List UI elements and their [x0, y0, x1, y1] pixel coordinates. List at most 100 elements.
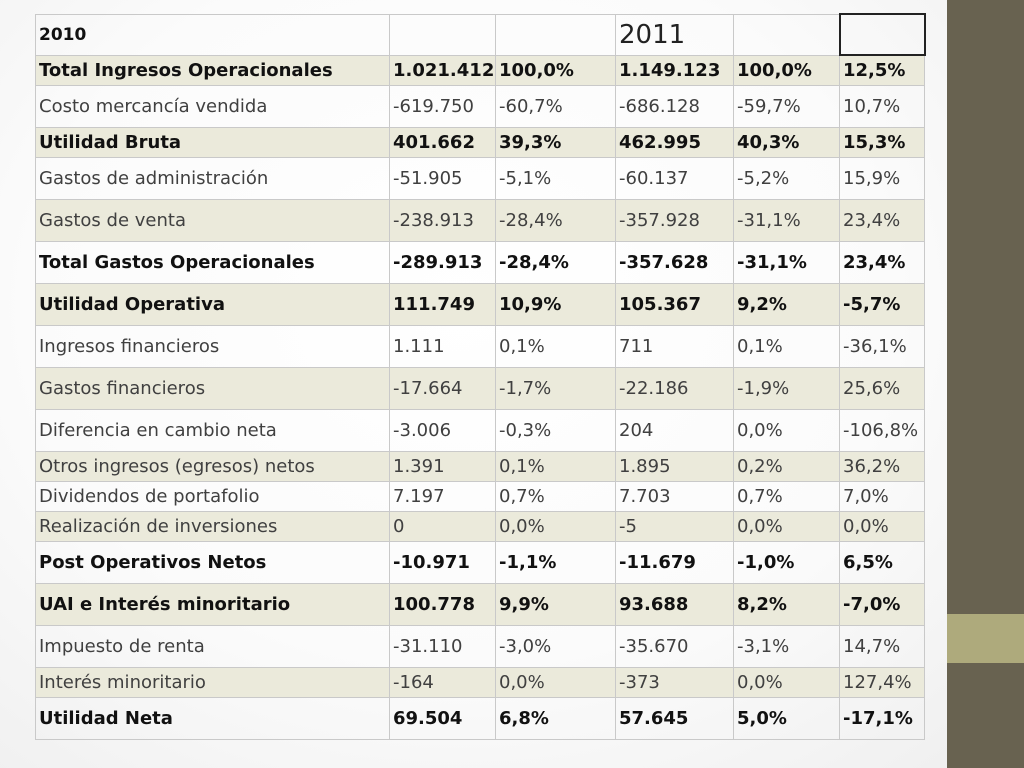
row-label: Utilidad Neta	[35, 696, 390, 740]
value-2011: 1.895	[615, 450, 734, 482]
value-2010: 1.391	[389, 450, 496, 482]
table-row: Utilidad Neta 69.504 6,8% 57.645 5,0% -17,1%	[35, 696, 925, 740]
value-2011: -357.628	[615, 240, 734, 284]
percent-2011: -59,7%	[733, 84, 840, 128]
table-row: Interés minoritario -164 0,0% -373 0,0% 127,4…	[35, 666, 925, 698]
income-statement-table: 2010 2011 Total Ingresos Operacionales 1.…	[35, 13, 926, 740]
row-label: Utilidad Bruta	[35, 126, 390, 158]
table-row: Total Ingresos Operacionales 1.021.412 100…	[35, 54, 925, 86]
percent-2011: -31,1%	[733, 198, 840, 242]
table-row: Ingresos financieros 1.111 0,1% 711 0,1% -36,…	[35, 324, 925, 368]
variation: 23,4%	[839, 240, 925, 284]
value-2011: 93.688	[615, 582, 734, 626]
value-2010: 401.662	[389, 126, 496, 158]
value-2010: -289.913	[389, 240, 496, 284]
value-2010: -238.913	[389, 198, 496, 242]
value-2010: 69.504	[389, 696, 496, 740]
table-row: Total Gastos Operacionales -289.913 -28,4%…	[35, 240, 925, 284]
value-2010: -51.905	[389, 156, 496, 200]
value-2011: -11.679	[615, 540, 734, 584]
value-2011: -357.928	[615, 198, 734, 242]
header-selected-cell[interactable]	[838, 13, 926, 56]
value-2011: -22.186	[615, 366, 734, 410]
value-2010: 100.778	[389, 582, 496, 626]
variation: -5,7%	[839, 282, 925, 326]
row-label: Utilidad Operativa	[35, 282, 390, 326]
percent-2011: 0,0%	[733, 510, 840, 542]
value-2011: 7.703	[615, 480, 734, 512]
table-body: Total Ingresos Operacionales 1.021.412 100…	[35, 54, 925, 740]
table-row: UAI e Interés minoritario 100.778 9,9% 93.6…	[35, 582, 925, 626]
percent-2010: -0,3%	[495, 408, 616, 452]
variation: 7,0%	[839, 480, 925, 512]
value-2010: -31.110	[389, 624, 496, 668]
header-row: 2010 2011	[35, 13, 926, 56]
row-label: Total Gastos Operacionales	[35, 240, 390, 284]
value-2010: 1.111	[389, 324, 496, 368]
percent-2010: 10,9%	[495, 282, 616, 326]
percent-2010: 0,1%	[495, 324, 616, 368]
percent-2011: 40,3%	[733, 126, 840, 158]
row-label: Gastos financieros	[35, 366, 390, 410]
table-row: Dividendos de portafolio 7.197 0,7% 7.703 0,…	[35, 480, 925, 512]
row-label: Ingresos financieros	[35, 324, 390, 368]
percent-2011: 5,0%	[733, 696, 840, 740]
percent-2010: 100,0%	[495, 54, 616, 86]
table-row: Otros ingresos (egresos) netos 1.391 0,1% 1…	[35, 450, 925, 482]
variation: -17,1%	[839, 696, 925, 740]
table-row: Realización de inversiones 0 0,0% -5 0,0% 0,0…	[35, 510, 925, 542]
row-label: Gastos de administración	[35, 156, 390, 200]
row-label: Impuesto de renta	[35, 624, 390, 668]
value-2011: 1.149.123	[615, 54, 734, 86]
percent-2010: 0,7%	[495, 480, 616, 512]
header-blank-cell	[389, 13, 496, 56]
percent-2011: -1,0%	[733, 540, 840, 584]
percent-2011: 8,2%	[733, 582, 840, 626]
table-row: Gastos de venta -238.913 -28,4% -357.928 -31…	[35, 198, 925, 242]
row-label: UAI e Interés minoritario	[35, 582, 390, 626]
percent-2011: -1,9%	[733, 366, 840, 410]
percent-2010: -1,7%	[495, 366, 616, 410]
table-row: Utilidad Bruta 401.662 39,3% 462.995 40,3% 15…	[35, 126, 925, 158]
table-row: Post Operativos Netos -10.971 -1,1% -11.679…	[35, 540, 925, 584]
percent-2010: 0,1%	[495, 450, 616, 482]
value-2010: -3.006	[389, 408, 496, 452]
side-decoration-accent	[947, 614, 1024, 663]
variation: 15,9%	[839, 156, 925, 200]
variation: -36,1%	[839, 324, 925, 368]
percent-2011: 0,1%	[733, 324, 840, 368]
variation: 14,7%	[839, 624, 925, 668]
value-2011: -60.137	[615, 156, 734, 200]
row-label: Gastos de venta	[35, 198, 390, 242]
value-2011: -686.128	[615, 84, 734, 128]
percent-2010: -28,4%	[495, 198, 616, 242]
value-2010: -619.750	[389, 84, 496, 128]
percent-2010: 9,9%	[495, 582, 616, 626]
value-2010: -164	[389, 666, 496, 698]
year-2010-label: 2010	[35, 13, 390, 56]
value-2011: 105.367	[615, 282, 734, 326]
table-row: Utilidad Operativa 111.749 10,9% 105.367 9,2…	[35, 282, 925, 326]
variation: 25,6%	[839, 366, 925, 410]
variation: 127,4%	[839, 666, 925, 698]
variation: 6,5%	[839, 540, 925, 584]
value-2011: 711	[615, 324, 734, 368]
year-2011-label: 2011	[615, 13, 734, 56]
variation: -7,0%	[839, 582, 925, 626]
row-label: Otros ingresos (egresos) netos	[35, 450, 390, 482]
value-2011: 57.645	[615, 696, 734, 740]
value-2011: 462.995	[615, 126, 734, 158]
variation: 12,5%	[839, 54, 925, 86]
percent-2010: 0,0%	[495, 666, 616, 698]
percent-2010: -3,0%	[495, 624, 616, 668]
value-2011: -373	[615, 666, 734, 698]
header-blank-cell	[495, 13, 616, 56]
table-row: Gastos de administración -51.905 -5,1% -60.…	[35, 156, 925, 200]
percent-2010: -1,1%	[495, 540, 616, 584]
variation: 36,2%	[839, 450, 925, 482]
value-2011: -35.670	[615, 624, 734, 668]
row-label: Realización de inversiones	[35, 510, 390, 542]
table-row: Diferencia en cambio neta -3.006 -0,3% 204 0…	[35, 408, 925, 452]
row-label: Post Operativos Netos	[35, 540, 390, 584]
percent-2011: 9,2%	[733, 282, 840, 326]
